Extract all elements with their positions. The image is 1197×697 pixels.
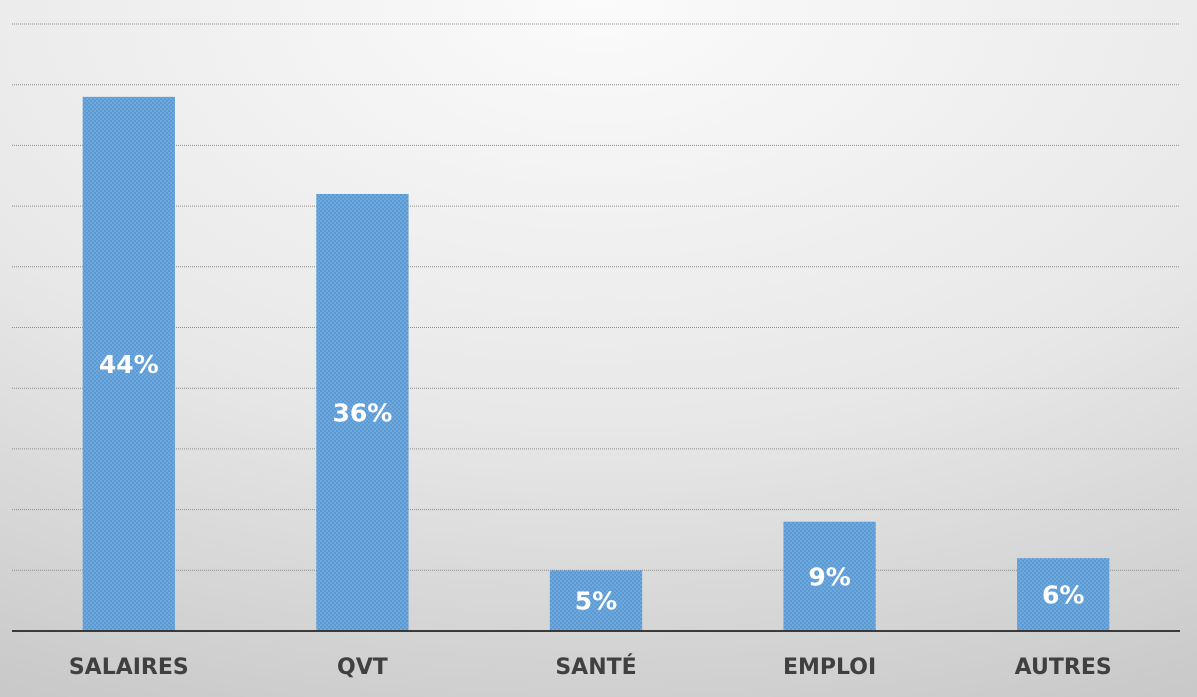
x-tick-label: SANTÉ	[555, 654, 636, 680]
value-label: 44%	[99, 350, 159, 379]
value-label: 5%	[575, 587, 617, 616]
value-label: 6%	[1042, 581, 1084, 610]
x-tick-label: QVT	[337, 655, 388, 680]
x-tick-label: EMPLOI	[783, 655, 876, 680]
x-tick-label: SALAIRES	[69, 655, 189, 680]
value-label: 9%	[808, 562, 850, 591]
x-tick-label: AUTRES	[1015, 655, 1112, 680]
value-label: 36%	[332, 398, 392, 427]
